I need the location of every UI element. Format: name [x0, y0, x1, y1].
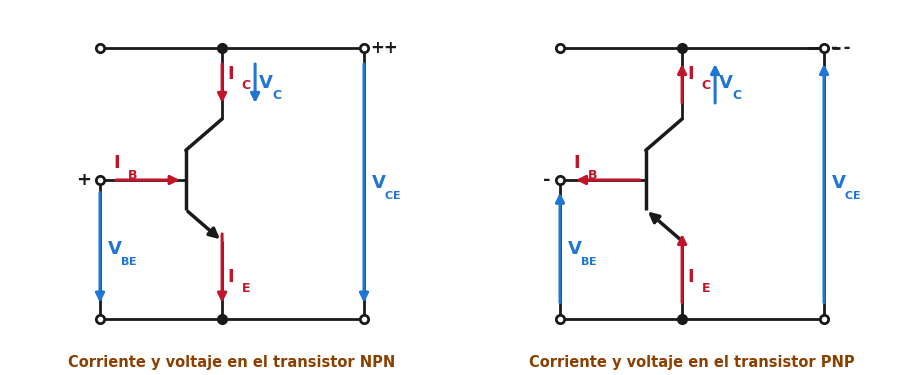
Text: $\bf{C}$: $\bf{C}$ [732, 88, 742, 102]
Text: $\bf{V}$: $\bf{V}$ [107, 240, 122, 258]
Text: $\bf{I}$: $\bf{I}$ [227, 64, 233, 82]
Text: $\bf{B}$: $\bf{B}$ [127, 168, 138, 182]
Text: $\bf{V}$: $\bf{V}$ [718, 75, 733, 93]
Text: $\bf{CE}$: $\bf{CE}$ [384, 189, 401, 201]
Text: $\bf{BE}$: $\bf{BE}$ [580, 255, 597, 267]
Text: $\bf{V}$: $\bf{V}$ [566, 240, 582, 258]
Text: -: - [542, 171, 550, 189]
Text: +: + [75, 171, 91, 189]
Text: $\bf{C}$: $\bf{C}$ [241, 79, 251, 92]
Text: $\bf{B}$: $\bf{B}$ [586, 168, 597, 182]
Text: $\bf{I}$: $\bf{I}$ [686, 64, 693, 82]
Text: - -: - - [830, 39, 849, 57]
Text: $\bf{I}$: $\bf{I}$ [113, 154, 120, 172]
Text: ++: ++ [370, 39, 398, 57]
Text: $\bf{I}$: $\bf{I}$ [686, 267, 693, 285]
Text: $\bf{E}$: $\bf{E}$ [241, 282, 250, 295]
Text: $\bf{BE}$: $\bf{BE}$ [120, 255, 138, 267]
Text: $\bf{CE}$: $\bf{CE}$ [844, 189, 860, 201]
Text: Corriente y voltaje en el transistor PNP: Corriente y voltaje en el transistor PNP [528, 355, 854, 370]
Text: $\bf{V}$: $\bf{V}$ [258, 75, 274, 93]
Text: $\bf{V}$: $\bf{V}$ [370, 174, 386, 192]
Text: $\bf{I}$: $\bf{I}$ [227, 267, 233, 285]
Text: $\bf{V}$: $\bf{V}$ [830, 174, 845, 192]
Text: $\bf{I}$: $\bf{I}$ [573, 154, 580, 172]
Text: Corriente y voltaje en el transistor NPN: Corriente y voltaje en el transistor NPN [68, 355, 395, 370]
Text: $\bf{C}$: $\bf{C}$ [272, 88, 282, 102]
Text: $\bf{E}$: $\bf{E}$ [700, 282, 709, 295]
Text: $\bf{C}$: $\bf{C}$ [700, 79, 710, 92]
